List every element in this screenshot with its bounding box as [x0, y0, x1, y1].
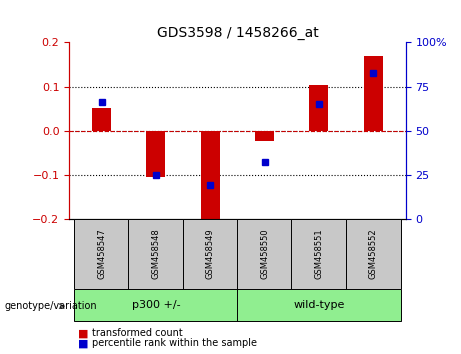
Text: GSM458550: GSM458550	[260, 229, 269, 279]
Bar	[201, 131, 220, 222]
Text: GSM458547: GSM458547	[97, 229, 106, 279]
Bar	[291, 219, 346, 289]
Bar	[74, 289, 238, 321]
Bar	[129, 219, 183, 289]
Bar	[183, 219, 238, 289]
Text: p300 +/-: p300 +/-	[132, 300, 180, 310]
Bar	[147, 131, 165, 177]
Title: GDS3598 / 1458266_at: GDS3598 / 1458266_at	[157, 26, 318, 40]
Text: wild-type: wild-type	[293, 300, 344, 310]
Text: genotype/variation: genotype/variation	[5, 301, 97, 311]
Text: transformed count: transformed count	[92, 329, 183, 338]
Text: percentile rank within the sample: percentile rank within the sample	[92, 338, 257, 348]
Bar	[74, 219, 129, 289]
Text: GSM458548: GSM458548	[152, 229, 160, 279]
Bar	[364, 56, 383, 131]
Text: GSM458551: GSM458551	[314, 229, 323, 279]
Bar	[255, 131, 274, 141]
Bar	[346, 219, 401, 289]
Text: ■: ■	[78, 329, 89, 338]
Text: GSM458549: GSM458549	[206, 229, 215, 279]
Bar	[237, 219, 292, 289]
Bar	[309, 85, 328, 131]
Text: GSM458552: GSM458552	[369, 229, 378, 279]
Bar	[237, 289, 401, 321]
Bar	[92, 108, 111, 131]
Text: ■: ■	[78, 338, 89, 348]
